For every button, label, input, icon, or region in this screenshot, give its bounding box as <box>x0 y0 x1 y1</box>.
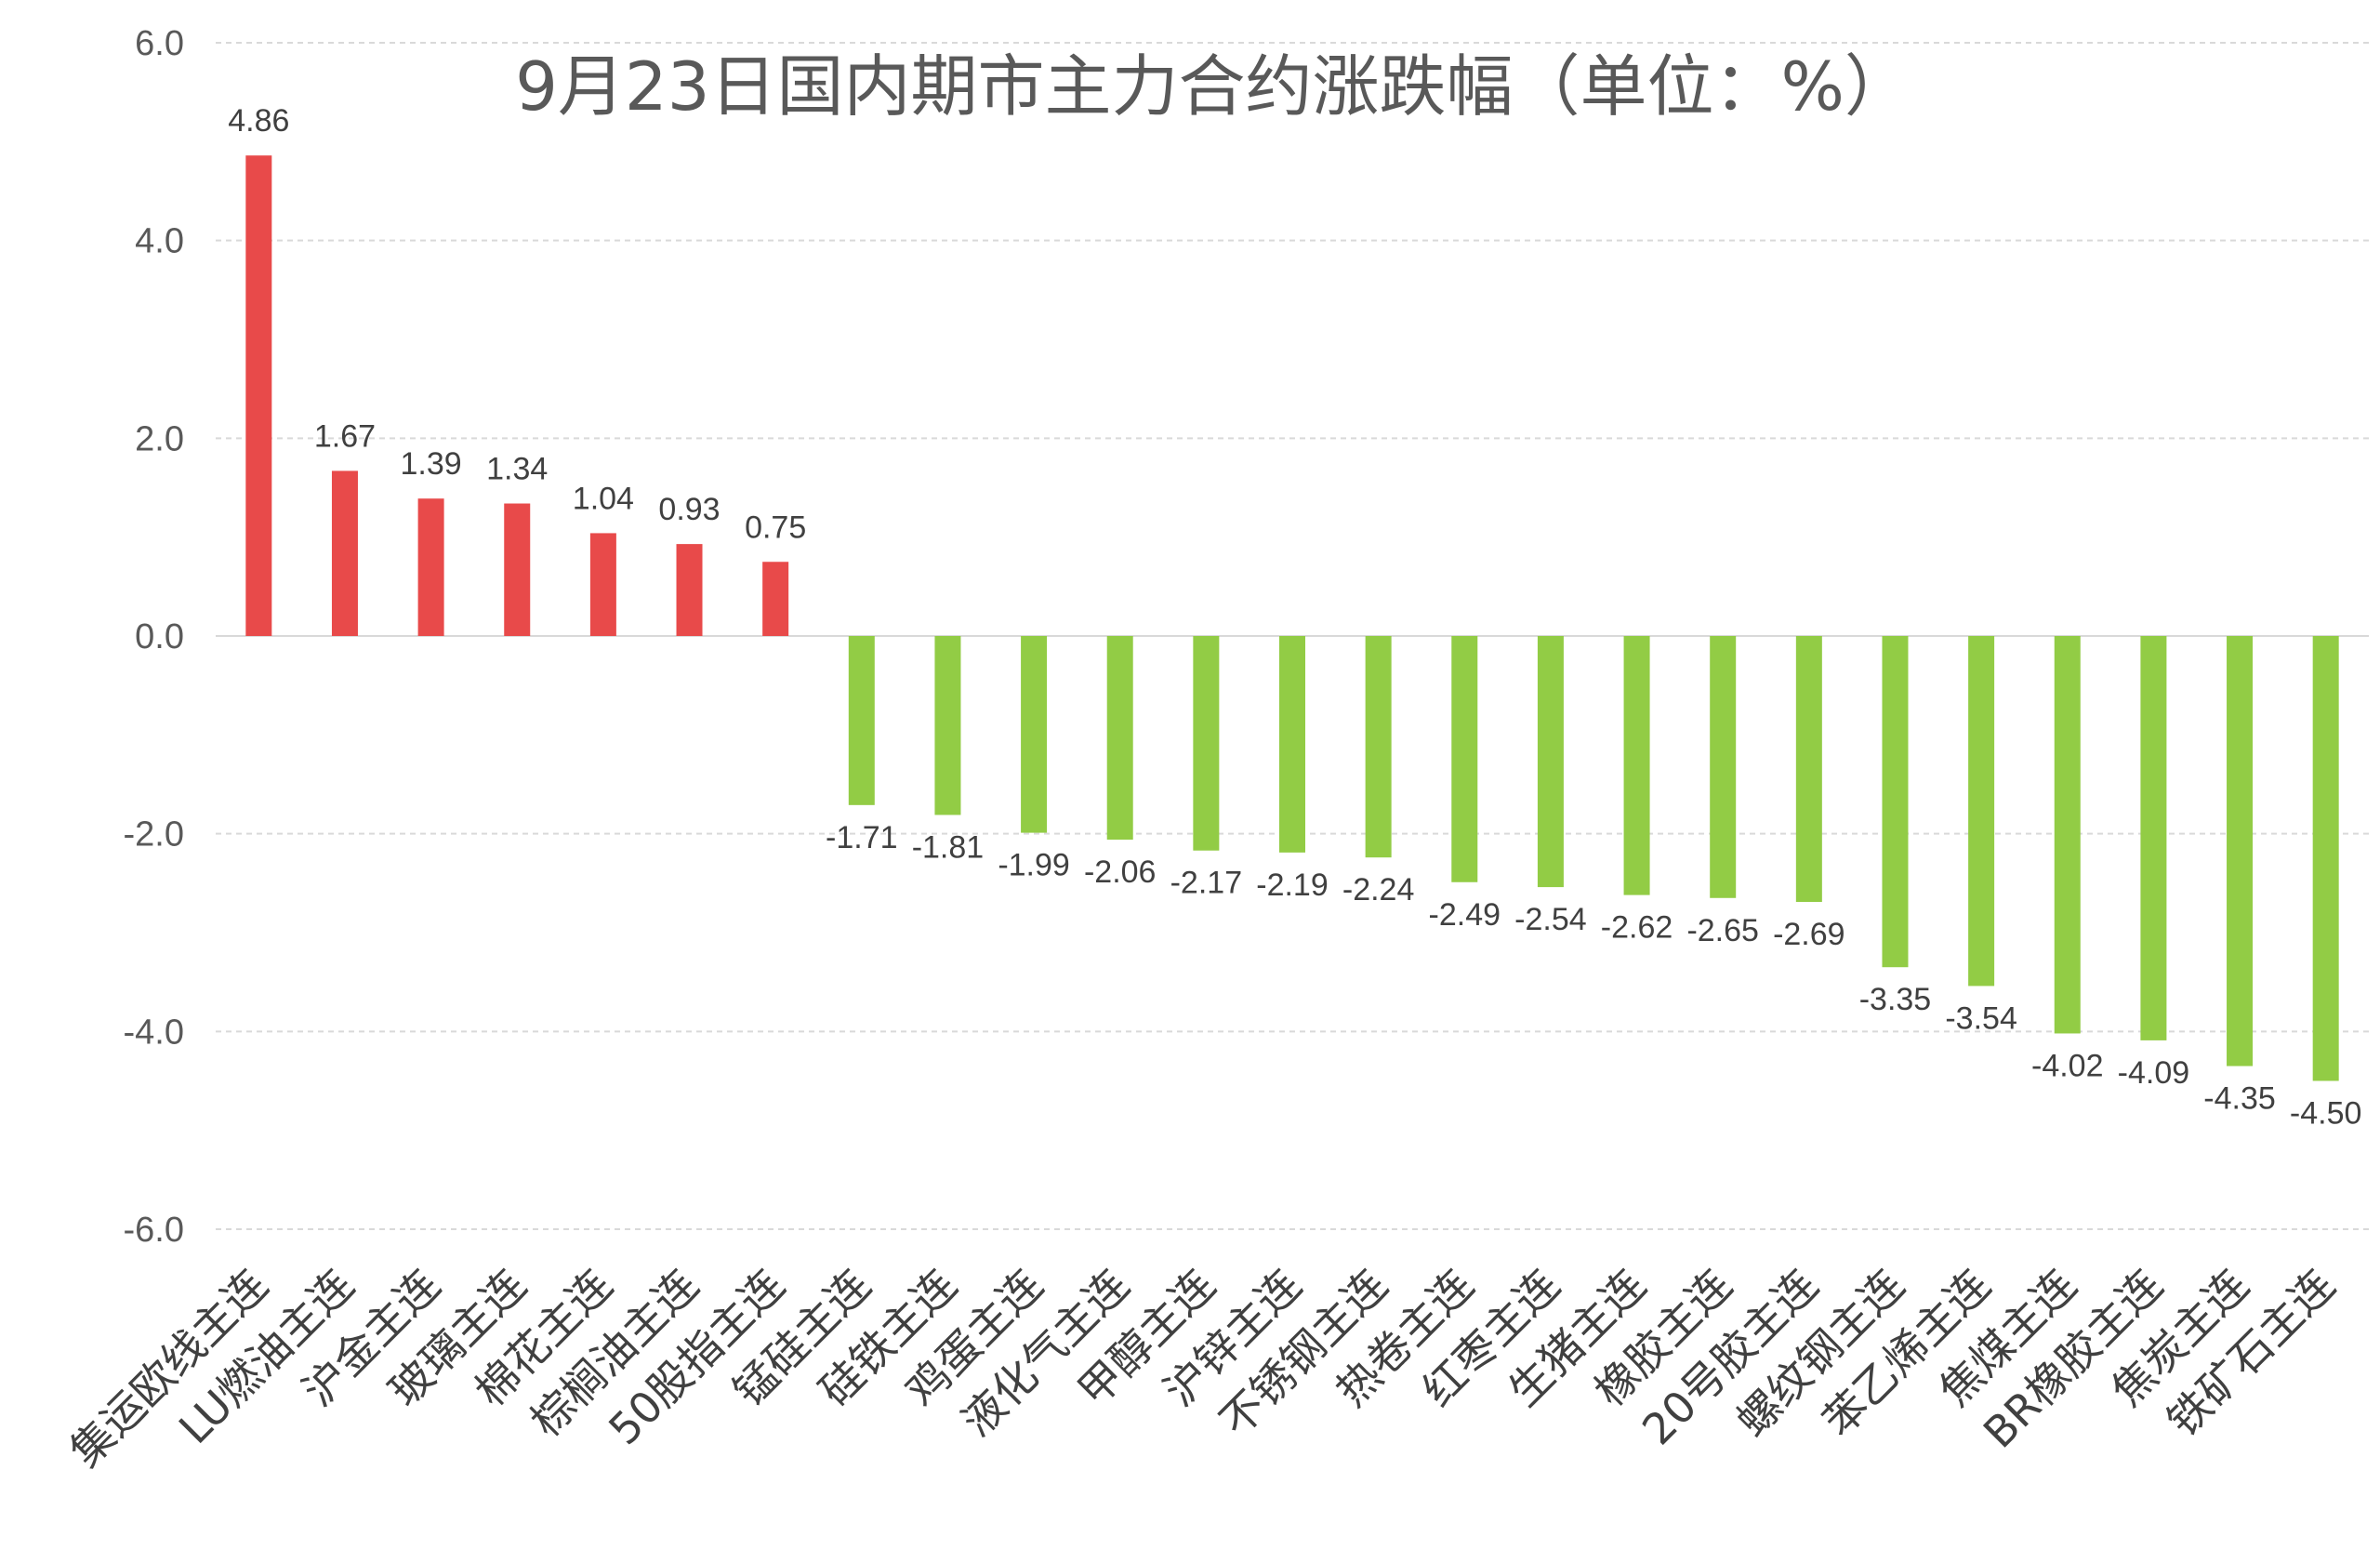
y-tick-label: -4.0 <box>124 1013 184 1052</box>
bar <box>1365 636 1392 858</box>
data-label: -2.17 <box>1170 866 1243 901</box>
bars <box>245 155 2339 1081</box>
bar <box>1882 636 1909 968</box>
data-label: -1.71 <box>826 820 898 855</box>
bar <box>848 636 875 805</box>
bar <box>2140 636 2167 1040</box>
data-label: -1.99 <box>998 848 1070 883</box>
bar <box>1623 636 1650 895</box>
bar <box>331 470 358 636</box>
y-tick-label: -6.0 <box>124 1211 184 1250</box>
data-label: -2.49 <box>1429 897 1501 933</box>
bar <box>417 498 444 636</box>
data-label: -4.50 <box>2290 1096 2362 1132</box>
data-label: -2.65 <box>1686 913 1759 948</box>
data-label: 0.75 <box>745 510 806 545</box>
bar <box>504 503 531 636</box>
bar <box>2227 636 2254 1066</box>
bar <box>589 533 616 636</box>
data-label: -4.09 <box>2118 1055 2190 1091</box>
data-label: -4.35 <box>2203 1081 2276 1117</box>
bar <box>1537 636 1564 888</box>
data-label: -1.81 <box>912 829 985 865</box>
y-tick-label: 0.0 <box>135 617 184 656</box>
y-axis-ticks: 6.0 4.0 2.0 0.0 -2.0 -4.0 -6.0 <box>124 24 184 1250</box>
bar <box>1279 636 1305 853</box>
y-tick-label: 6.0 <box>135 24 184 63</box>
y-tick-label: 2.0 <box>135 419 184 458</box>
data-label: 1.34 <box>486 452 548 487</box>
bar <box>762 562 789 636</box>
data-label: -2.19 <box>1256 868 1329 903</box>
data-label: -2.54 <box>1514 902 1587 937</box>
data-label: 1.04 <box>573 481 634 516</box>
bar <box>1451 636 1478 882</box>
bar <box>1106 636 1133 841</box>
data-label: -3.35 <box>1859 982 1932 1017</box>
chart-title: 9月23日国内期市主力合约涨跌幅（单位：%） <box>515 47 1911 126</box>
bar <box>1193 636 1220 851</box>
bar <box>934 636 961 815</box>
data-label: 0.93 <box>658 492 720 527</box>
data-label: 1.67 <box>314 418 376 454</box>
bar <box>1795 636 1822 903</box>
data-label: -2.69 <box>1773 917 1845 952</box>
data-label: -2.24 <box>1342 872 1415 907</box>
bar <box>2312 636 2339 1081</box>
data-labels: 4.86 1.67 1.39 1.34 1.04 0.93 0.75 -1.71 -1.81 -1… <box>228 103 2361 1131</box>
y-tick-label: 4.0 <box>135 222 184 261</box>
data-label: -3.54 <box>1945 1000 2017 1036</box>
bar <box>1021 636 1048 833</box>
bar <box>1710 636 1737 898</box>
data-label: -4.02 <box>2031 1048 2104 1083</box>
data-label: 4.86 <box>228 103 289 139</box>
category-labels: 集运欧线主连LU燃油主连沪金主连玻璃主连棉花主连棕榈油主连50股指主连锰硅主连硅… <box>60 1260 2345 1477</box>
bar <box>245 155 272 637</box>
data-label: -2.62 <box>1601 910 1673 946</box>
data-label: -2.06 <box>1084 854 1157 890</box>
data-label: 1.39 <box>401 446 462 482</box>
bar <box>676 544 703 636</box>
y-tick-label: -2.0 <box>124 815 184 854</box>
bar <box>2054 636 2081 1034</box>
bar <box>1968 636 1995 987</box>
